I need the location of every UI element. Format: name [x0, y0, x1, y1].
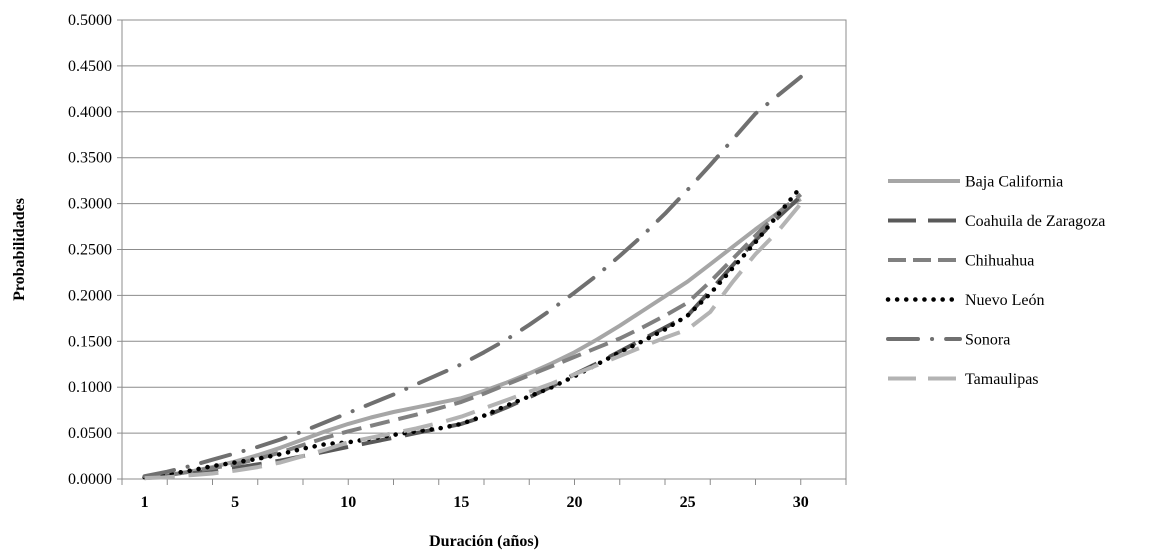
- legend-item: Sonora: [886, 332, 1010, 349]
- legend-item: Coahuila de Zaragoza: [888, 213, 1105, 230]
- legend-label: Tamaulipas: [965, 371, 1039, 388]
- series-line-chihuahua: [144, 192, 803, 481]
- x-tick-label: 20: [567, 494, 583, 511]
- series-line-coahuila-de-zaragoza: [144, 194, 803, 481]
- axes: 0.0000 0.0500 0.1000 0.1500 0.2000 0.2500 0.30…: [68, 12, 847, 511]
- y-tick-label: 0.0000: [68, 471, 112, 488]
- legend-item: Baja California: [888, 174, 1063, 191]
- y-tick-label: 0.1500: [68, 333, 112, 350]
- y-tick-label: 0.3500: [68, 150, 112, 167]
- legend-item: Nuevo León: [885, 292, 1045, 309]
- y-tick-label: 0.2500: [68, 242, 112, 259]
- x-tick-label: 25: [680, 494, 696, 511]
- legend-label: Sonora: [965, 332, 1010, 349]
- y-axis-title: Probabilidades: [11, 198, 28, 301]
- x-tick-label: 10: [340, 494, 356, 511]
- y-tick-label: 0.1000: [68, 379, 112, 396]
- y-tick-label: 0.4500: [68, 58, 112, 75]
- x-axis-title: Duración (años): [429, 533, 539, 550]
- legend-item: Tamaulipas: [888, 371, 1039, 388]
- y-tick-label: 0.5000: [68, 12, 112, 29]
- series-line-nuevo-le-n: [142, 184, 804, 480]
- y-tick-label: 0.2000: [68, 287, 112, 304]
- x-tick-label: 1: [141, 494, 149, 511]
- legend-label: Nuevo León: [965, 292, 1045, 309]
- y-tick-label: 0.4000: [68, 104, 112, 121]
- legend-item: Chihuahua: [888, 253, 1034, 270]
- series-line-baja-california: [144, 197, 802, 481]
- legend: Baja California Coahuila de Zaragoza Chihu…: [885, 174, 1105, 388]
- legend-label: Baja California: [965, 174, 1063, 191]
- series-line-sonora: [142, 74, 803, 479]
- series-lines: [142, 74, 804, 481]
- y-tick-label: 0.3000: [68, 196, 112, 213]
- x-tick-label: 5: [231, 494, 239, 511]
- legend-label: Coahuila de Zaragoza: [965, 213, 1105, 230]
- x-tick-label: 15: [453, 494, 469, 511]
- y-tick-label: 0.0500: [68, 425, 112, 442]
- x-tick-label: 30: [793, 494, 809, 511]
- grid-lines: [122, 19, 846, 434]
- series-line-tamaulipas: [144, 202, 803, 481]
- legend-label: Chihuahua: [965, 253, 1034, 270]
